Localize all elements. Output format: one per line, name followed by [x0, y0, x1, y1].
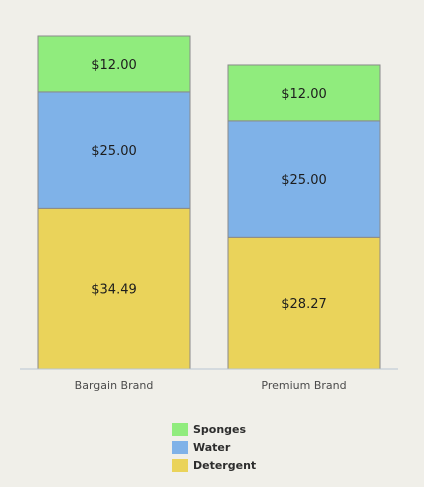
legend-item-detergent[interactable]: Detergent	[172, 456, 312, 474]
x-tick-label-bargain-brand: Bargain Brand	[75, 379, 154, 392]
bar-segment-premium-brand-sponges[interactable]	[227, 64, 381, 122]
bar-segment-premium-brand-water[interactable]	[227, 120, 381, 238]
data-label-bargain-brand-sponges: $12.00	[91, 58, 137, 73]
data-label-premium-brand-water: $25.00	[281, 173, 327, 188]
data-label-bargain-brand-water: $25.00	[91, 144, 137, 159]
bar-segment-bargain-brand-water[interactable]	[37, 91, 191, 209]
legend-label-water: Water	[193, 440, 231, 454]
bar-segment-premium-brand-detergent[interactable]	[227, 236, 381, 370]
legend-swatch-detergent	[172, 458, 188, 472]
data-label-premium-brand-sponges: $12.00	[281, 87, 327, 102]
legend: Sponges Water Detergent	[172, 420, 312, 474]
legend-label-detergent: Detergent	[193, 458, 257, 472]
bar-segment-bargain-brand-sponges[interactable]	[37, 35, 191, 93]
legend-item-sponges[interactable]: Sponges	[172, 420, 312, 438]
x-tick-label-premium-brand: Premium Brand	[261, 379, 346, 392]
data-label-premium-brand-detergent: $28.27	[281, 297, 327, 312]
legend-swatch-water	[172, 440, 188, 454]
legend-swatch-sponges	[172, 422, 188, 436]
legend-item-water[interactable]: Water	[172, 438, 312, 456]
legend-label-sponges: Sponges	[193, 422, 247, 436]
bar-segment-bargain-brand-detergent[interactable]	[37, 207, 191, 370]
data-label-bargain-brand-detergent: $34.49	[91, 283, 137, 298]
